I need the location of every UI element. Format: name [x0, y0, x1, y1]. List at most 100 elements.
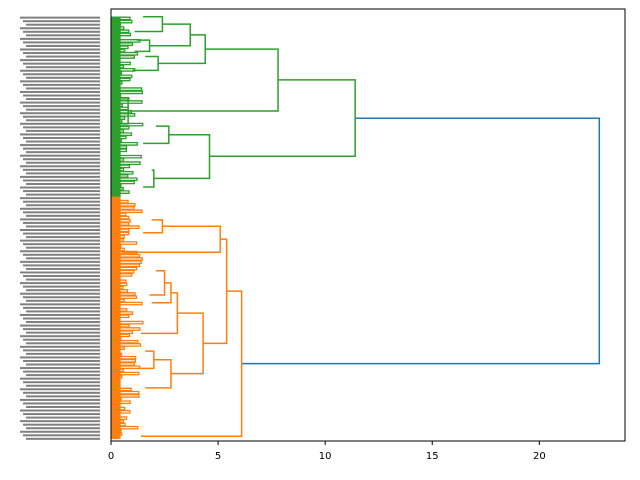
leaf-link [111, 343, 142, 347]
leaf-link [111, 103, 123, 108]
leaf-link [111, 308, 128, 312]
dendrogram-link-14 [121, 225, 221, 253]
leaf-link [111, 125, 130, 130]
leaf-label [20, 430, 100, 433]
leaf-label [20, 271, 100, 274]
leaf-label [20, 218, 100, 221]
leaf-link [111, 225, 140, 230]
dendrogram-link-13 [203, 238, 228, 345]
leaf-link [111, 238, 125, 242]
leaf-link [111, 368, 124, 373]
leaf-label [26, 416, 100, 419]
leaf-label [20, 239, 100, 242]
leaf-label [23, 168, 100, 171]
leaf-label [20, 197, 100, 200]
leaf-label [26, 193, 100, 196]
leaf-link [111, 304, 119, 309]
leaf-link [111, 397, 122, 401]
leaf-label [23, 402, 100, 405]
x-axis-ticks: 0 5 10 15 20 [108, 441, 546, 462]
leaf-link [111, 381, 121, 385]
leaf-link [111, 154, 142, 159]
leaf-link [111, 42, 134, 46]
leaf-link [111, 301, 143, 306]
leaf-link [111, 273, 133, 277]
leaf-label [23, 52, 100, 55]
leaf-label [26, 427, 100, 430]
leaf-link [111, 285, 124, 290]
leaf-link [111, 138, 123, 143]
leaf-label [20, 335, 100, 338]
leaf-label [23, 349, 100, 352]
leaf-label [20, 207, 100, 210]
leaf-link [111, 170, 134, 175]
leaf-label [26, 321, 100, 324]
leaf-link [111, 384, 119, 389]
leaf-label [20, 175, 100, 178]
leaf-label [26, 342, 100, 345]
leaf-link [111, 84, 120, 88]
leaf-link [111, 349, 119, 354]
dendrogram-link-3 [158, 34, 206, 65]
leaf-link [111, 164, 131, 169]
leaf-link [111, 352, 123, 357]
leaf-link [111, 231, 130, 236]
leaf-link [111, 419, 124, 424]
leaf-label [23, 232, 100, 235]
leaf-link [111, 425, 139, 430]
leaf-link [111, 116, 126, 120]
dendrogram-link-4 [149, 23, 191, 47]
leaf-link [111, 355, 137, 360]
leaf-label [23, 200, 100, 203]
leaf-label [23, 285, 100, 288]
leaf-label [26, 299, 100, 302]
leaf-label [23, 30, 100, 33]
plot-frame [110, 8, 626, 442]
leaf-link [111, 292, 136, 296]
leaf-link [111, 403, 120, 408]
leaf-label [20, 345, 100, 348]
leaf-label [23, 370, 100, 373]
leaf-link [111, 435, 119, 440]
leaf-link [111, 135, 127, 140]
leaf-link [111, 196, 120, 201]
leaf-link [111, 64, 125, 69]
leaf-label [26, 66, 100, 69]
leaf-label [26, 352, 100, 355]
leaf-label [23, 243, 100, 246]
dendrogram-link-1 [209, 79, 356, 158]
leaf-label [23, 253, 100, 256]
leaf-label [26, 55, 100, 58]
leaf-label [20, 133, 100, 136]
leaf-label [23, 391, 100, 394]
leaf-label [23, 115, 100, 118]
leaf-label [23, 105, 100, 108]
leaf-link [111, 323, 130, 328]
leaf-link [111, 183, 122, 188]
leaf-label [23, 94, 100, 97]
leaf-label [23, 306, 100, 309]
leaf-label [26, 98, 100, 101]
leaf-link [111, 177, 138, 182]
leaf-link [111, 55, 135, 59]
leaf-link [111, 199, 129, 204]
leaf-link [111, 253, 141, 258]
leaf-label [23, 434, 100, 437]
leaf-label [20, 367, 100, 370]
leaf-label [20, 27, 100, 30]
leaf-label [20, 303, 100, 306]
leaf-link [111, 429, 122, 433]
leaf-label [26, 23, 100, 26]
dendrogram-link-11 [143, 169, 155, 188]
leaf-labels [20, 16, 100, 440]
leaf-link [111, 32, 132, 37]
leaf-link [111, 80, 123, 85]
leaf-link [111, 416, 128, 420]
leaf-link [111, 145, 128, 149]
leaf-link [111, 141, 138, 146]
leaf-link [111, 51, 139, 56]
leaf-label [23, 147, 100, 150]
leaf-link [111, 39, 141, 43]
leaf-label [20, 112, 100, 115]
dendrogram-link-17 [140, 292, 179, 335]
